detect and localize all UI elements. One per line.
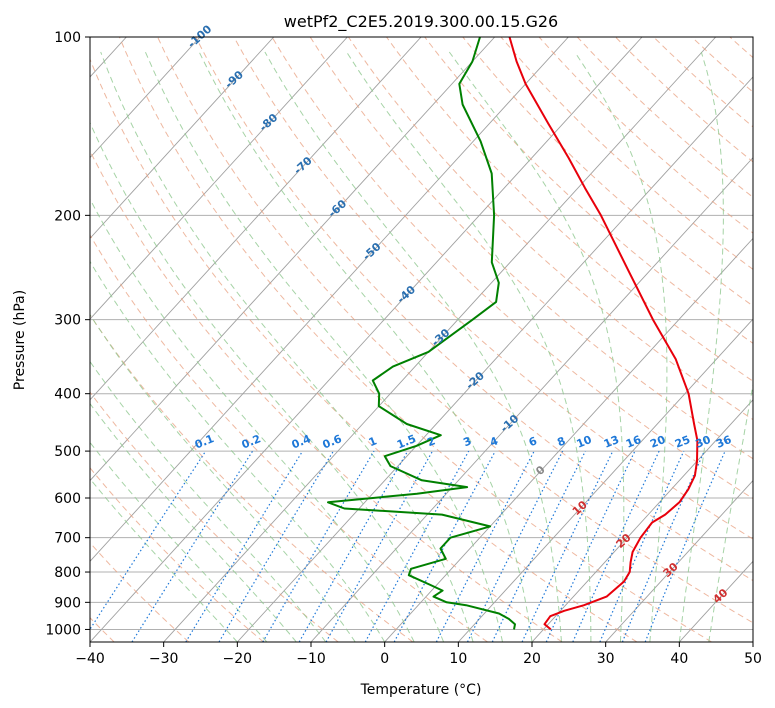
isotherm-line [90, 37, 496, 482]
isotherm-line [163, 37, 717, 642]
x-tick-label: 30 [597, 651, 615, 667]
mixing-ratio-label: 16 [624, 433, 643, 451]
mixing-ratio-line [262, 450, 375, 642]
moist-adiabat-line [346, 51, 592, 642]
dry-adiabat-line [500, 37, 753, 270]
mixing-ratio-line [545, 450, 636, 642]
mixing-ratio-line [218, 450, 334, 642]
dry-adiabat-line [233, 37, 753, 540]
moist-adiabat-line [90, 313, 356, 642]
profile-lines [327, 37, 699, 631]
dry-adiabat-line [386, 37, 753, 382]
mixing-ratio-line [621, 450, 705, 642]
mixing-ratio-line [131, 450, 254, 642]
y-tick-label: 700 [54, 531, 81, 547]
mixing-ratio-label: 25 [673, 433, 692, 451]
moist-adiabat-line [264, 51, 562, 642]
isotherm-line [90, 37, 643, 642]
mixing-ratio-label: 36 [714, 433, 733, 451]
temperature-profile-line [508, 37, 699, 631]
x-tick-label: −10 [296, 651, 326, 667]
moist-adiabat-line [144, 51, 503, 642]
background-lines [90, 37, 753, 642]
y-tick-label: 100 [54, 30, 81, 46]
dewpoint-profile-line [327, 37, 516, 630]
mixing-ratio-line [521, 450, 614, 642]
isotherm-line [237, 76, 753, 642]
mixing-ratio-line [364, 450, 470, 642]
x-tick-label: 40 [670, 651, 688, 667]
dry-adiabat-line [347, 37, 753, 421]
moist-adiabat-line [90, 360, 327, 642]
dry-adiabat-line [90, 391, 339, 642]
x-tick-label: 0 [380, 651, 389, 667]
plot-frame [89, 36, 754, 643]
y-tick-label: 300 [54, 313, 81, 329]
dry-adiabat-line [118, 37, 712, 642]
mixing-ratio-label: 8 [555, 434, 567, 449]
dry-adiabat-line [157, 37, 753, 624]
moist-adiabat-line [90, 121, 445, 642]
isotherm-line [90, 37, 422, 401]
x-tick-label: −20 [223, 651, 253, 667]
mixing-ratio-label: 13 [602, 433, 621, 451]
mixing-ratio-line [491, 450, 586, 642]
isotherm-line [605, 479, 753, 642]
x-axis-ticks: −40 −30 −20 −10 0 10 20 30 40 50 [75, 642, 762, 667]
x-tick-label: 50 [744, 651, 762, 667]
moist-adiabat-line [448, 51, 625, 642]
y-tick-label: 400 [54, 387, 81, 403]
mixing-ratio-line [298, 450, 409, 642]
x-tick-label: 10 [449, 651, 467, 667]
y-axis-ticks: 1000 900 800 700 600 500 400 300 200 100 [45, 30, 90, 638]
mixing-ratio-line [572, 450, 660, 642]
isotherm-line [90, 37, 569, 562]
y-axis-title: Pressure (hPa) [12, 290, 28, 390]
moist-adiabat-line [90, 402, 297, 642]
y-tick-label: 200 [54, 208, 81, 224]
x-tick-label: −30 [149, 651, 179, 667]
mixing-ratio-line [325, 450, 434, 642]
mixing-ratio-label: 30 [693, 433, 712, 451]
chart-title: wetPf2_C2E5.2019.300.00.15.G26 [284, 12, 558, 32]
dry-adiabat-line [309, 37, 753, 460]
moist-adiabat-line [574, 51, 668, 642]
mixing-ratio-line [185, 450, 304, 642]
mixing-ratio-line [644, 450, 726, 642]
x-axis-title: Temperature (°C) [360, 682, 482, 698]
y-tick-label: 900 [54, 595, 81, 611]
mixing-ratio-label: 20 [648, 433, 667, 451]
dry-adiabat-line [90, 149, 563, 642]
moist-adiabat-line [100, 51, 474, 642]
x-tick-label: −40 [75, 651, 105, 667]
y-tick-label: 500 [54, 444, 81, 460]
dry-adiabat-line [271, 37, 753, 500]
dry-adiabat-line [195, 37, 753, 582]
isotherm-line [90, 37, 201, 159]
y-tick-label: 600 [54, 491, 81, 507]
y-tick-label: 1000 [45, 622, 81, 638]
dry-adiabat-line [576, 37, 753, 198]
moist-adiabat-line [90, 260, 386, 642]
x-tick-label: 20 [523, 651, 541, 667]
isotherm-line [90, 37, 275, 240]
moist-adiabat-line [198, 51, 533, 642]
isotherm-line [384, 237, 753, 642]
dry-adiabat-line [424, 37, 753, 344]
mixing-ratio-label: 2 [425, 434, 437, 449]
isotherm-line [90, 37, 348, 320]
moist-adiabat-line [678, 51, 724, 642]
mixing-ratio-label: 10 [575, 433, 594, 451]
mixing-ratio-label: 3 [461, 434, 473, 449]
mixing-ratio-label: 1 [367, 434, 379, 449]
moist-adiabat-line [708, 382, 753, 642]
y-tick-label: 800 [54, 565, 81, 581]
dry-adiabat-line [538, 37, 753, 234]
